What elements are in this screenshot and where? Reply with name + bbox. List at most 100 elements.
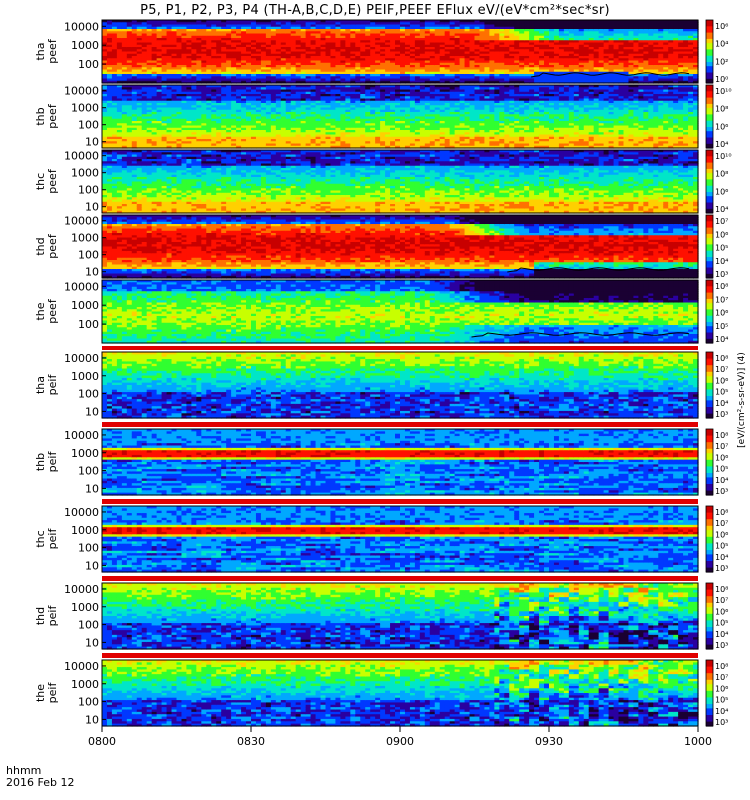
heatmap-cell xyxy=(146,42,153,46)
heatmap-cell xyxy=(350,20,356,23)
heatmap-cell xyxy=(260,22,267,26)
heatmap-cell xyxy=(226,33,232,37)
heatmap-cell xyxy=(310,20,317,23)
heatmap-cell xyxy=(275,60,282,64)
heatmap-cell xyxy=(131,35,138,39)
heatmap-cell xyxy=(350,49,356,53)
heatmap-cell xyxy=(161,60,168,64)
heatmap-cell xyxy=(121,78,128,82)
heatmap-cell xyxy=(424,20,431,23)
heatmap-cell xyxy=(335,22,341,26)
heatmap-cell xyxy=(375,60,381,64)
heatmap-cell xyxy=(146,51,153,55)
heatmap-cell xyxy=(385,60,391,64)
heatmap-cell xyxy=(270,56,277,59)
heatmap-cell xyxy=(434,33,441,37)
heatmap-cell xyxy=(246,40,252,44)
heatmap-cell xyxy=(360,71,366,75)
heatmap-cell xyxy=(255,69,262,73)
colorbar-tick-label: 10⁰ xyxy=(715,75,728,84)
heatmap-cell xyxy=(275,20,282,23)
heatmap-cell xyxy=(280,78,287,82)
heatmap-cell xyxy=(375,22,381,26)
heatmap-cell xyxy=(270,20,277,23)
heatmap-cell xyxy=(201,22,207,26)
heatmap-cell xyxy=(424,49,431,53)
heatmap-cell xyxy=(260,31,267,35)
heatmap-cell xyxy=(449,65,456,68)
heatmap-cell xyxy=(206,51,212,55)
heatmap-cell xyxy=(424,26,431,30)
heatmap-cell xyxy=(226,67,232,71)
heatmap-cell xyxy=(216,42,222,46)
heatmap-cell xyxy=(196,40,202,44)
heatmap-cell xyxy=(434,67,441,71)
heatmap-cell xyxy=(290,56,297,59)
heatmap-cell xyxy=(106,26,113,30)
heatmap-cell xyxy=(385,31,391,35)
heatmap-cell xyxy=(246,53,252,57)
heatmap-cell xyxy=(246,47,252,50)
heatmap-cell xyxy=(196,31,202,35)
heatmap-cell xyxy=(201,35,207,39)
heatmap-cell xyxy=(295,40,302,44)
heatmap-cell xyxy=(260,71,267,75)
heatmap-cell xyxy=(176,65,183,68)
heatmap-cell xyxy=(211,33,217,37)
heatmap-cell xyxy=(290,22,297,26)
heatmap-cell xyxy=(181,42,188,46)
heatmap-cell xyxy=(315,38,322,41)
heatmap-cell xyxy=(265,78,272,82)
heatmap-cell xyxy=(241,62,247,66)
heatmap-cell xyxy=(131,69,138,73)
heatmap-cell xyxy=(201,53,207,57)
heatmap-cell xyxy=(181,69,188,73)
heatmap-cell xyxy=(131,53,138,57)
heatmap-cell xyxy=(136,26,143,30)
colorbar-tick-label: 10⁴ xyxy=(715,40,728,49)
heatmap-cell xyxy=(385,62,391,66)
heatmap-cell xyxy=(211,42,217,46)
heatmap-cell xyxy=(156,31,163,35)
heatmap-cell xyxy=(320,56,327,59)
heatmap-cell xyxy=(131,80,138,84)
heatmap-cell xyxy=(166,38,173,41)
heatmap-cell xyxy=(404,71,411,75)
heatmap-cell xyxy=(211,44,217,48)
heatmap-cell xyxy=(102,76,108,80)
heatmap-cell xyxy=(186,51,192,55)
heatmap-cell xyxy=(126,40,133,44)
heatmap-cell xyxy=(275,51,282,55)
heatmap-cell xyxy=(216,20,222,23)
heatmap-cell xyxy=(365,58,371,62)
heatmap-cell xyxy=(270,53,277,57)
heatmap-cell xyxy=(414,42,421,46)
heatmap-cell xyxy=(439,42,446,46)
heatmap-cell xyxy=(355,49,361,53)
heatmap-cell xyxy=(380,60,386,64)
heatmap-cell xyxy=(310,69,317,73)
heatmap-cell xyxy=(330,31,337,35)
heatmap-cell xyxy=(370,26,376,30)
heatmap-cell xyxy=(414,60,421,64)
heatmap-cell xyxy=(146,58,153,62)
heatmap-cell xyxy=(380,33,386,37)
heatmap-cell xyxy=(156,60,163,64)
heatmap-cell xyxy=(241,49,247,53)
heatmap-cell xyxy=(265,62,272,66)
heatmap-cell xyxy=(161,42,168,46)
heatmap-cell xyxy=(400,20,406,23)
heatmap-cell xyxy=(196,71,202,75)
heatmap-cell xyxy=(310,60,317,64)
heatmap-cell xyxy=(370,29,376,32)
heatmap-cell xyxy=(300,29,307,32)
heatmap-cell xyxy=(385,33,391,37)
heatmap-cell xyxy=(126,31,133,35)
heatmap-cell xyxy=(370,40,376,44)
heatmap-cell xyxy=(191,60,197,64)
heatmap-cell xyxy=(102,69,108,73)
heatmap-cell xyxy=(111,35,118,39)
heatmap-cell xyxy=(111,69,118,73)
heatmap-cell xyxy=(255,38,262,41)
heatmap-cell xyxy=(156,69,163,73)
